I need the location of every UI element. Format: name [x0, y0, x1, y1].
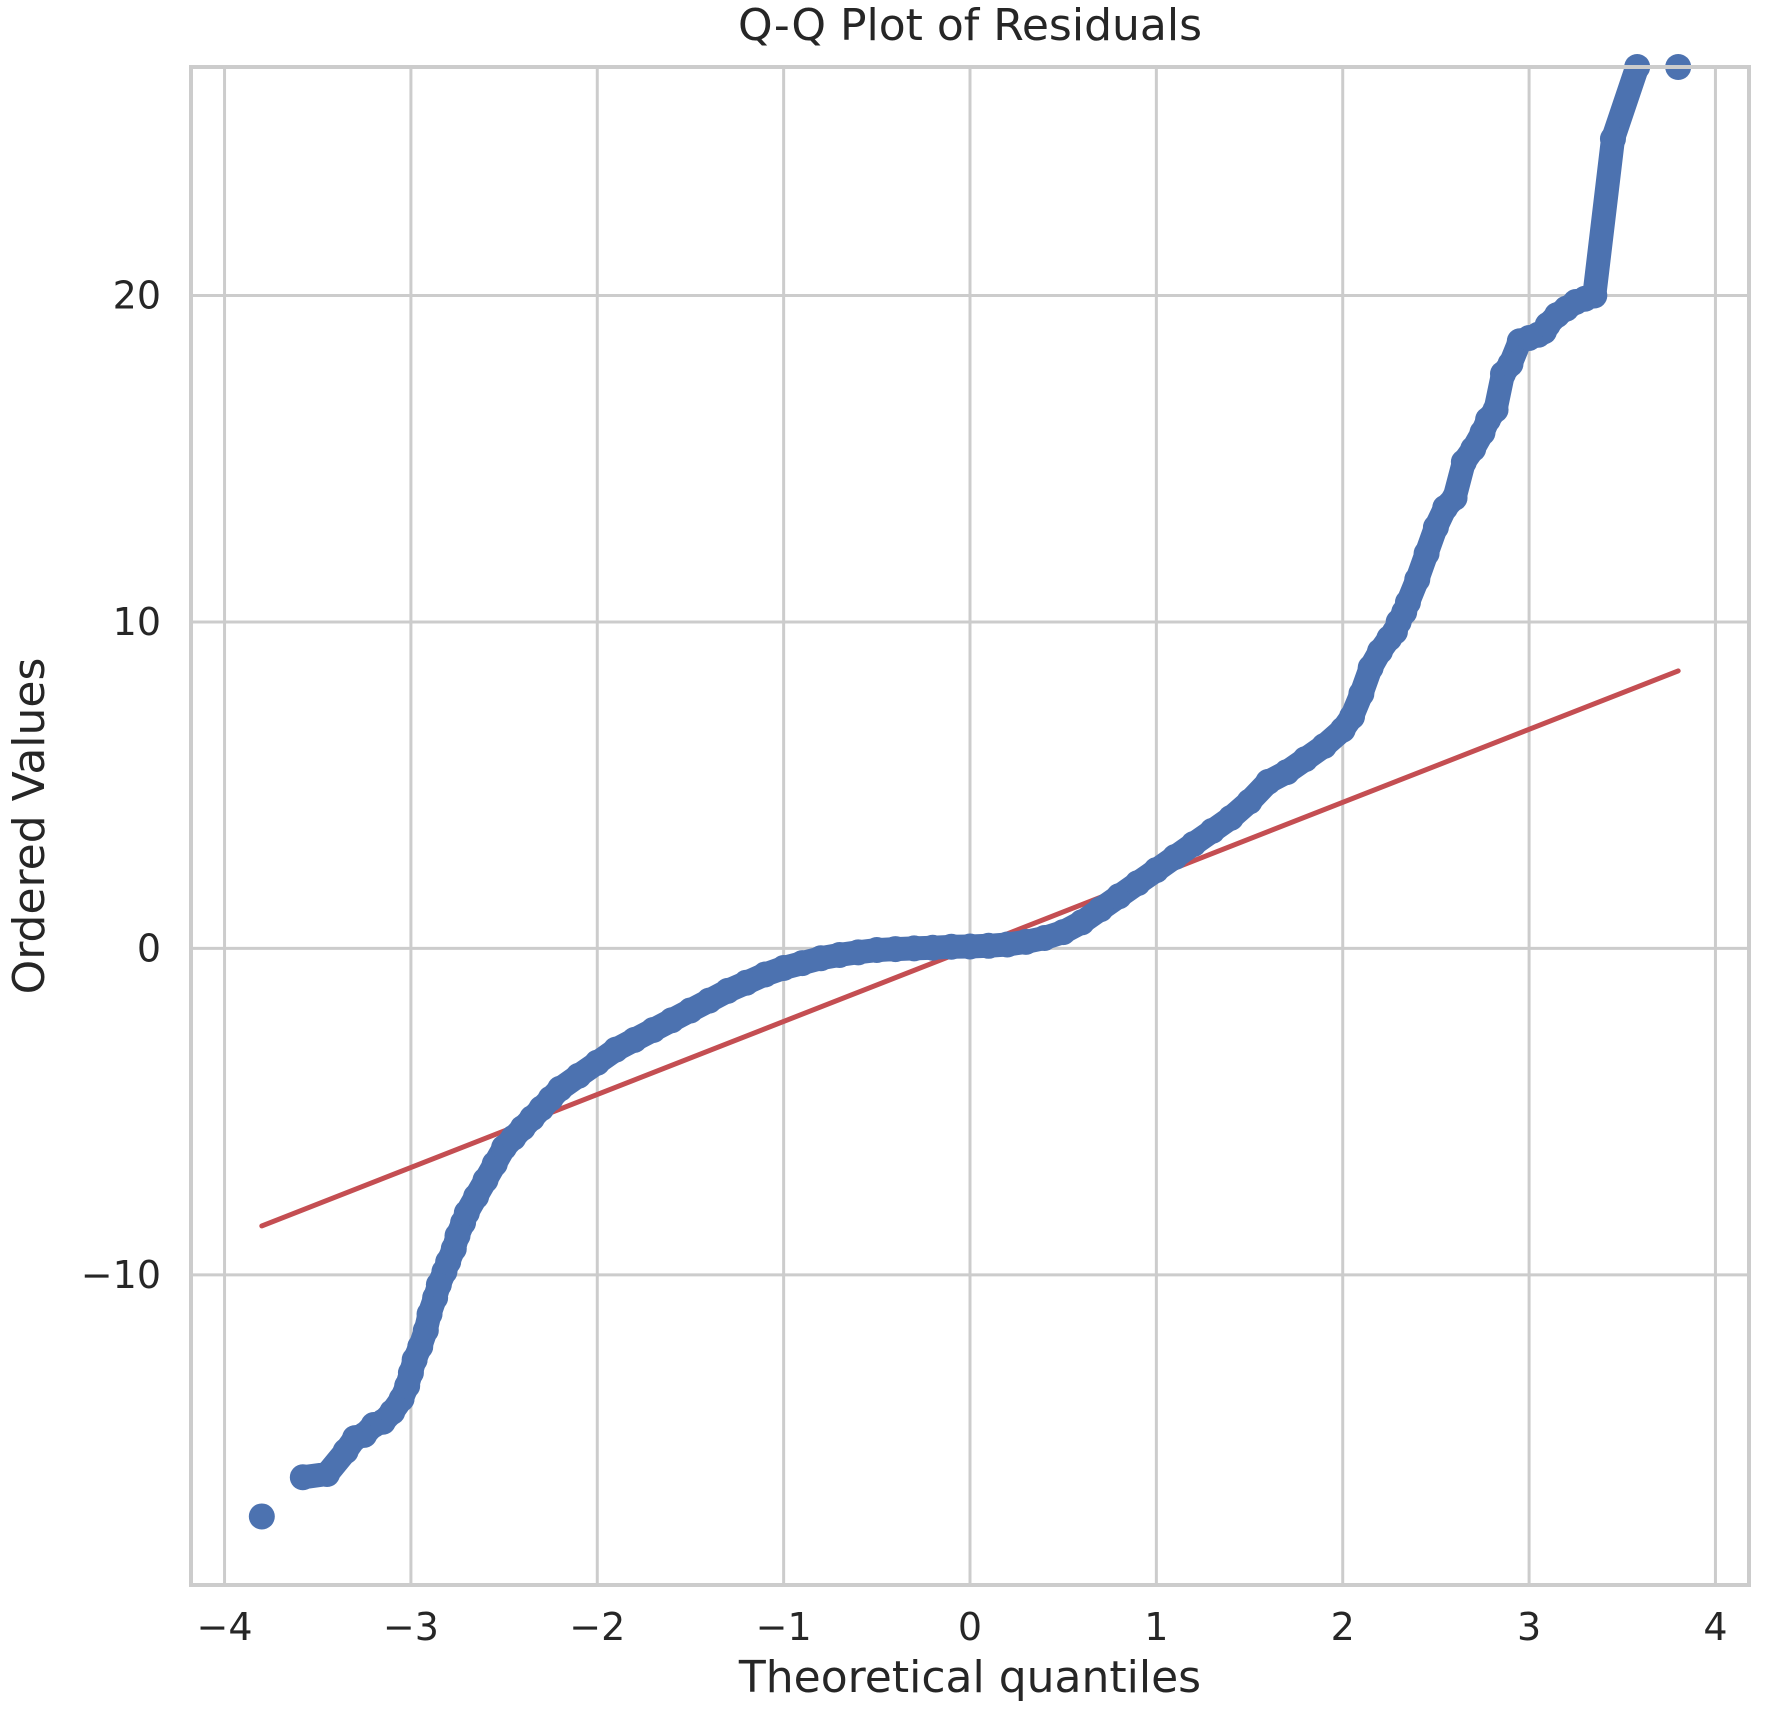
data-point [938, 933, 965, 960]
data-point [1292, 746, 1319, 773]
x-axis-label: Theoretical quantiles [738, 1652, 1201, 1703]
data-point [248, 1503, 275, 1530]
y-tick-label: −10 [81, 1253, 161, 1297]
data-point [901, 935, 928, 962]
data-point [1581, 282, 1608, 309]
data-point [1441, 484, 1468, 511]
data-point [547, 1075, 573, 1102]
data-point [863, 937, 890, 964]
data-point [1180, 830, 1207, 857]
data-point [882, 936, 909, 963]
grid-lines [191, 67, 1749, 1585]
data-point [584, 1049, 611, 1076]
data-point [957, 933, 983, 960]
data-point [1143, 857, 1170, 884]
data-point [1482, 396, 1509, 423]
x-tick-label: −4 [197, 1605, 253, 1649]
data-point [1404, 566, 1431, 593]
data-point [1348, 680, 1375, 707]
data-point [1162, 844, 1188, 871]
y-axis-label: Ordered Values [4, 658, 55, 995]
x-tick-label: 2 [1331, 1605, 1355, 1649]
data-point [1273, 759, 1300, 786]
x-tick-label: −3 [383, 1605, 439, 1649]
data-point [1217, 804, 1244, 831]
data-point [919, 934, 946, 961]
x-tick-label: −1 [756, 1605, 812, 1649]
data-point [1311, 733, 1338, 760]
x-tick-label: 4 [1703, 1605, 1727, 1649]
y-tick-labels: −10 0 10 20 [81, 274, 161, 1297]
chart-title: Q-Q Plot of Residuals [738, 0, 1202, 51]
data-point [1599, 125, 1626, 152]
y-tick-label: 20 [113, 274, 161, 318]
x-tick-labels: −4 −3 −2 −1 0 1 2 3 4 [197, 1605, 1728, 1649]
data-point [1199, 817, 1226, 844]
data-point [1413, 540, 1440, 567]
plot-frame [189, 65, 1751, 1587]
x-tick-label: 1 [1144, 1605, 1168, 1649]
data-point [975, 932, 1002, 959]
data-point [565, 1062, 592, 1089]
data-point [1124, 870, 1151, 897]
data-point [1087, 896, 1114, 923]
y-tick-label: 10 [113, 600, 161, 644]
data-point [1422, 514, 1449, 541]
data-point [1497, 351, 1524, 378]
data-point [289, 1464, 316, 1491]
data-point [1394, 589, 1421, 616]
data-point [1068, 909, 1095, 936]
data-point [1339, 703, 1366, 730]
data-point [314, 1461, 341, 1488]
x-tick-label: −2 [569, 1605, 625, 1649]
data-point [1106, 883, 1133, 910]
data-points [248, 54, 1692, 1530]
x-tick-label: 3 [1517, 1605, 1541, 1649]
y-tick-label: 0 [137, 926, 161, 970]
data-point [1236, 788, 1263, 815]
x-tick-label: 0 [958, 1605, 982, 1649]
